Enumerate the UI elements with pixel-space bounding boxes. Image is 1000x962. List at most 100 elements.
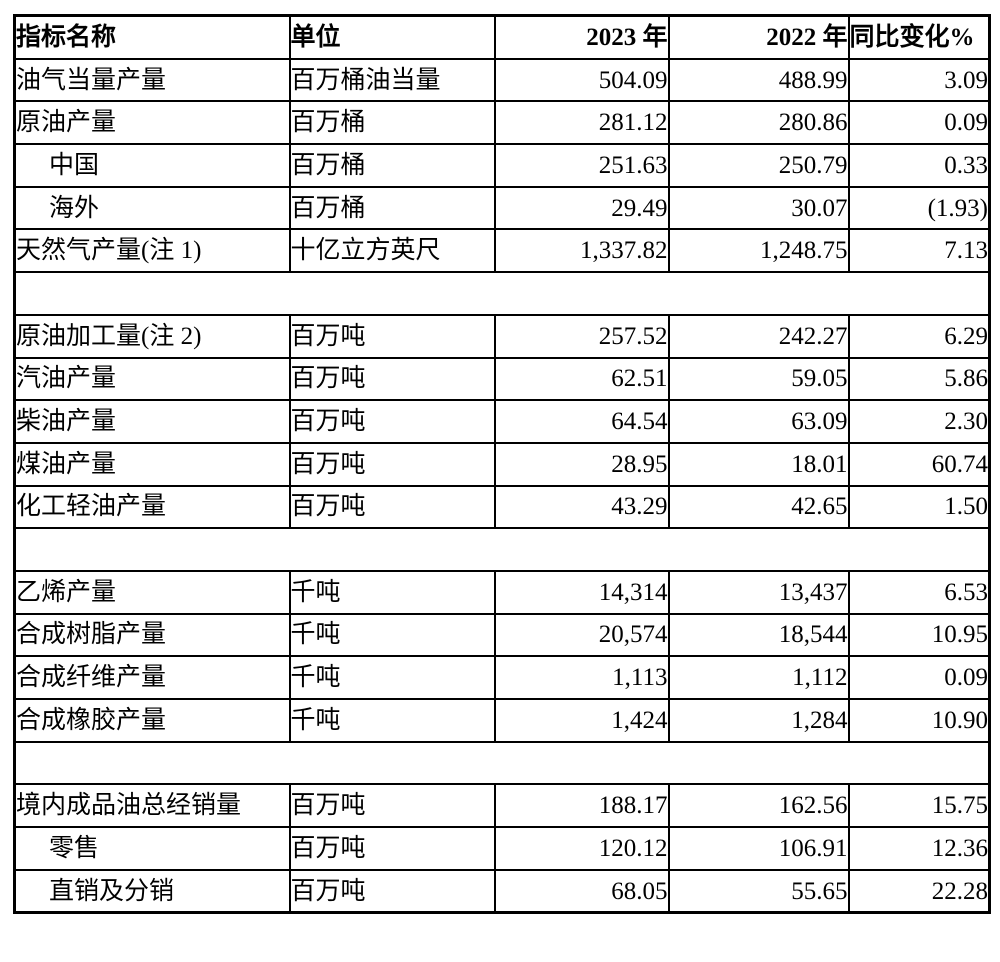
spacer-cell (13, 740, 991, 786)
cell-yoy-change: 6.29 (847, 313, 991, 359)
cell-yoy-change: 12.36 (847, 826, 991, 871)
cell-2022-value: 162.56 (667, 783, 850, 829)
table-row: 乙烯产量 千吨 14,314 13,437 6.53 (13, 569, 991, 615)
cell-yoy-change: 22.28 (847, 868, 991, 914)
cell-2023-value: 28.95 (493, 441, 670, 487)
cell-2022-value: 488.99 (667, 57, 850, 103)
table-row: 柴油产量 百万吨 64.54 63.09 2.30 (13, 399, 991, 444)
table-row: 原油加工量(注 2) 百万吨 257.52 242.27 6.29 (13, 313, 991, 359)
cell-yoy-change: 5.86 (847, 356, 991, 402)
cell-2022-value: 18.01 (667, 441, 850, 487)
cell-indicator-name: 直销及分销 (13, 868, 291, 914)
cell-2022-value: 63.09 (667, 399, 850, 444)
cell-2023-value: 1,113 (493, 655, 670, 700)
table-row: 中国 百万桶 251.63 250.79 0.33 (13, 143, 991, 188)
spacer-cell (13, 271, 991, 316)
col-header-2023: 2023 年 (493, 14, 670, 60)
spacer-cell (13, 527, 991, 572)
cell-2023-value: 43.29 (493, 484, 670, 530)
cell-unit: 百万吨 (288, 313, 496, 359)
cell-2023-value: 504.09 (493, 57, 670, 103)
cell-yoy-change: 0.09 (847, 655, 991, 700)
cell-2023-value: 29.49 (493, 185, 670, 231)
cell-2023-value: 257.52 (493, 313, 670, 359)
cell-2023-value: 1,337.82 (493, 228, 670, 274)
cell-2023-value: 14,314 (493, 569, 670, 615)
cell-yoy-change: 15.75 (847, 783, 991, 829)
cell-2022-value: 13,437 (667, 569, 850, 615)
cell-indicator-name: 油气当量产量 (13, 57, 291, 103)
cell-unit: 百万桶 (288, 185, 496, 231)
cell-unit: 百万吨 (288, 868, 496, 914)
table-row: 合成树脂产量 千吨 20,574 18,544 10.95 (13, 612, 991, 658)
cell-indicator-name: 汽油产量 (13, 356, 291, 402)
cell-unit: 百万吨 (288, 399, 496, 444)
cell-indicator-name: 合成纤维产量 (13, 655, 291, 700)
cell-2022-value: 242.27 (667, 313, 850, 359)
cell-2023-value: 20,574 (493, 612, 670, 658)
table-row: 油气当量产量 百万桶油当量 504.09 488.99 3.09 (13, 57, 991, 103)
cell-yoy-change: 7.13 (847, 228, 991, 274)
cell-indicator-name: 天然气产量(注 1) (13, 228, 291, 274)
cell-2022-value: 280.86 (667, 100, 850, 146)
production-data-table: 指标名称 单位 2023 年 2022 年 同比变化% 油气当量产量 百万桶油当… (13, 14, 991, 915)
table-row: 直销及分销 百万吨 68.05 55.65 22.28 (13, 868, 991, 914)
cell-unit: 百万吨 (288, 441, 496, 487)
cell-2023-value: 251.63 (493, 143, 670, 188)
cell-indicator-name: 零售 (13, 826, 291, 871)
cell-2023-value: 281.12 (493, 100, 670, 146)
cell-indicator-name: 境内成品油总经销量 (13, 783, 291, 829)
cell-yoy-change: 60.74 (847, 441, 991, 487)
cell-indicator-name: 化工轻油产量 (13, 484, 291, 530)
table-row: 化工轻油产量 百万吨 43.29 42.65 1.50 (13, 484, 991, 530)
cell-indicator-name: 煤油产量 (13, 441, 291, 487)
header-row: 指标名称 单位 2023 年 2022 年 同比变化% (13, 14, 991, 60)
cell-2022-value: 250.79 (667, 143, 850, 188)
cell-indicator-name: 中国 (13, 143, 291, 188)
cell-unit: 千吨 (288, 569, 496, 615)
cell-2022-value: 42.65 (667, 484, 850, 530)
table-row: 合成纤维产量 千吨 1,113 1,112 0.09 (13, 655, 991, 700)
spacer-row (13, 271, 991, 316)
cell-2023-value: 64.54 (493, 399, 670, 444)
cell-unit: 百万吨 (288, 484, 496, 530)
cell-indicator-name: 合成橡胶产量 (13, 698, 291, 743)
cell-2022-value: 1,248.75 (667, 228, 850, 274)
cell-unit: 百万桶油当量 (288, 57, 496, 103)
cell-2023-value: 68.05 (493, 868, 670, 914)
cell-2022-value: 1,112 (667, 655, 850, 700)
cell-2022-value: 59.05 (667, 356, 850, 402)
table-row: 原油产量 百万桶 281.12 280.86 0.09 (13, 100, 991, 146)
table-row: 合成橡胶产量 千吨 1,424 1,284 10.90 (13, 698, 991, 743)
cell-2023-value: 120.12 (493, 826, 670, 871)
cell-indicator-name: 柴油产量 (13, 399, 291, 444)
cell-yoy-change: 1.50 (847, 484, 991, 530)
col-header-unit: 单位 (288, 14, 496, 60)
cell-unit: 千吨 (288, 698, 496, 743)
cell-2023-value: 62.51 (493, 356, 670, 402)
cell-indicator-name: 原油产量 (13, 100, 291, 146)
cell-2022-value: 18,544 (667, 612, 850, 658)
cell-unit: 千吨 (288, 655, 496, 700)
cell-2022-value: 55.65 (667, 868, 850, 914)
cell-2022-value: 1,284 (667, 698, 850, 743)
table-row: 煤油产量 百万吨 28.95 18.01 60.74 (13, 441, 991, 487)
cell-unit: 百万桶 (288, 100, 496, 146)
col-header-2022: 2022 年 (667, 14, 850, 60)
spacer-row (13, 527, 991, 572)
table-row: 零售 百万吨 120.12 106.91 12.36 (13, 826, 991, 871)
spacer-row (13, 740, 991, 786)
cell-yoy-change: 0.09 (847, 100, 991, 146)
cell-indicator-name: 乙烯产量 (13, 569, 291, 615)
cell-unit: 千吨 (288, 612, 496, 658)
col-header-yoy-change: 同比变化% (847, 14, 991, 60)
cell-unit: 十亿立方英尺 (288, 228, 496, 274)
cell-yoy-change: 10.95 (847, 612, 991, 658)
table-row: 境内成品油总经销量 百万吨 188.17 162.56 15.75 (13, 783, 991, 829)
cell-2022-value: 106.91 (667, 826, 850, 871)
cell-unit: 百万吨 (288, 783, 496, 829)
col-header-indicator: 指标名称 (13, 14, 291, 60)
cell-indicator-name: 合成树脂产量 (13, 612, 291, 658)
cell-2023-value: 1,424 (493, 698, 670, 743)
